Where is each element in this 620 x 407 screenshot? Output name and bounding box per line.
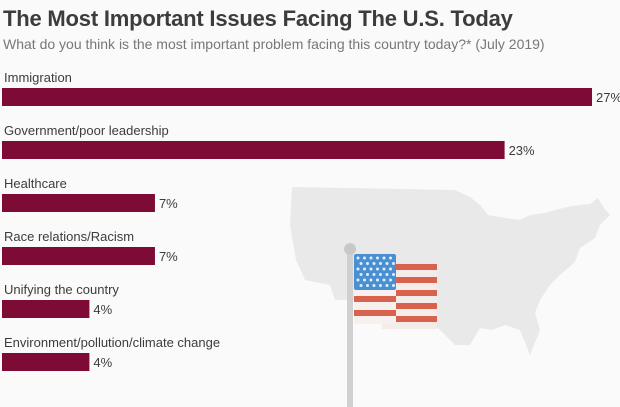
category-label: Environment/pollution/climate change (4, 335, 220, 350)
us-map-icon (290, 187, 610, 355)
flagpole (347, 250, 353, 407)
bar (2, 194, 155, 212)
chart-title: The Most Important Issues Facing The U.S… (3, 6, 513, 31)
bar (2, 353, 90, 371)
category-label: Race relations/Racism (4, 229, 134, 244)
category-label: Unifying the country (4, 282, 119, 297)
category-label: Immigration (4, 70, 72, 85)
value-label: 4% (93, 302, 112, 317)
value-label: 7% (159, 249, 178, 264)
category-label: Healthcare (4, 176, 67, 191)
bar (2, 247, 155, 265)
chart-subtitle: What do you think is the most important … (3, 36, 545, 52)
value-label: 23% (509, 143, 535, 158)
value-label: 4% (93, 355, 112, 370)
value-label: 7% (159, 196, 178, 211)
bar (2, 141, 505, 159)
bar (2, 300, 90, 318)
category-label: Government/poor leadership (4, 123, 169, 138)
bar (2, 88, 592, 106)
us-flag-icon (354, 254, 437, 329)
value-label: 27% (596, 90, 620, 105)
flagpole-top (344, 243, 356, 255)
